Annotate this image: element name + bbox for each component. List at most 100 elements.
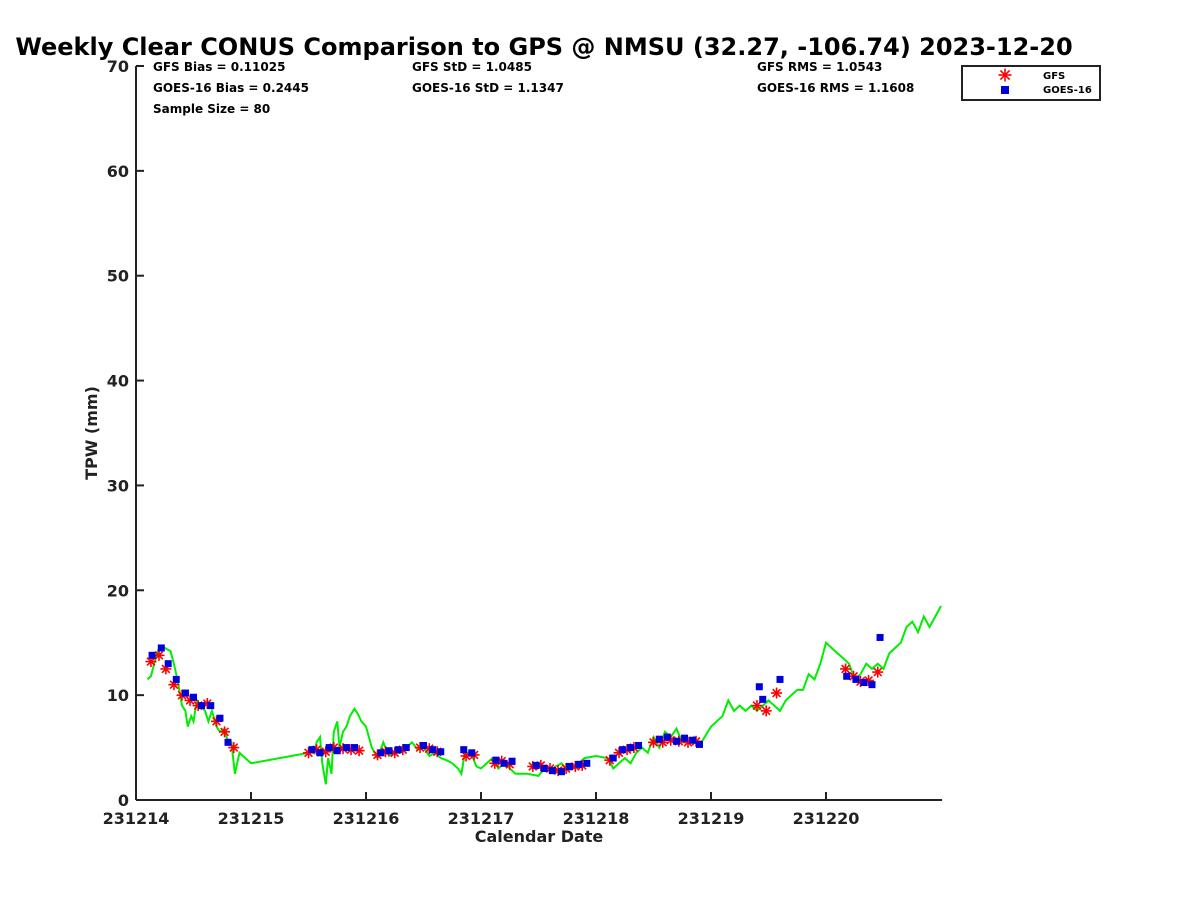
x-tick-label: 231214 <box>103 809 170 828</box>
goes16-point <box>224 738 232 746</box>
y-tick-label: 50 <box>107 267 129 286</box>
goes16-point <box>342 744 350 752</box>
goes16-point <box>618 746 626 754</box>
legend-gfs-label: GFS <box>1043 71 1065 82</box>
y-tick-label: 60 <box>107 162 129 181</box>
goes16-point <box>148 651 156 659</box>
stat-text: GOES-16 RMS = 1.1608 <box>757 81 914 95</box>
axes: 0 10 20 30 40 50 60 70 231214 231215 231216 231217… <box>103 57 942 828</box>
goes16-point <box>609 754 617 762</box>
goes16-point <box>172 675 180 683</box>
goes16-point <box>190 693 197 701</box>
goes16-point <box>868 681 876 689</box>
legend-gfs-marker <box>998 68 1012 82</box>
x-tick-label: 231215 <box>218 809 285 828</box>
goes16-point <box>164 660 172 668</box>
goes16-point <box>852 675 860 683</box>
x-tick-label: 231216 <box>333 809 400 828</box>
y-tick-label: 70 <box>107 57 129 76</box>
gfs-point <box>771 687 783 699</box>
gfs-point <box>872 666 884 678</box>
gfs-series <box>145 649 884 777</box>
goes16-point <box>655 735 663 743</box>
goes16-point <box>351 744 358 752</box>
goes16-point <box>673 737 680 745</box>
goes16-point <box>402 744 410 752</box>
goes16-point <box>420 741 427 749</box>
stat-text: Sample Size = 80 <box>153 102 270 116</box>
goes16-point <box>216 714 224 722</box>
legend-gfs-asterisk <box>998 68 1012 82</box>
goes16-point <box>157 644 165 652</box>
goes16-point <box>308 746 316 754</box>
goes16-series <box>148 633 884 776</box>
legend-goes16-label: GOES-16 <box>1043 85 1092 96</box>
goes16-point <box>492 756 500 764</box>
goes16-point <box>583 759 591 767</box>
x-tick-label: 231220 <box>793 809 860 828</box>
goes16-point <box>377 749 385 757</box>
goes16-point <box>316 749 324 757</box>
goes16-point <box>689 736 697 744</box>
goes16-point <box>860 679 868 687</box>
stat-text: GFS StD = 1.0485 <box>412 60 532 74</box>
y-axis-label: TPW (mm) <box>82 386 101 480</box>
goes16-point <box>540 765 548 773</box>
y-tick-label: 30 <box>107 476 129 495</box>
goes16-point <box>508 757 516 765</box>
gfs-point <box>751 700 763 712</box>
gfs-point <box>760 705 772 717</box>
goes16-point <box>575 760 583 768</box>
stat-text: GOES-16 Bias = 0.2445 <box>153 81 309 95</box>
goes16-point <box>532 761 540 769</box>
legend-box <box>961 65 1101 101</box>
stat-text: GFS Bias = 0.11025 <box>153 60 285 74</box>
goes16-point <box>681 734 689 742</box>
legend: GFS GOES-16 <box>961 65 1101 101</box>
x-ticks: 231214 231215 231216 231217 231218 231219 2312… <box>103 792 860 828</box>
y-tick-label: 0 <box>118 791 129 810</box>
goes16-point <box>635 741 643 749</box>
goes16-point <box>843 672 851 680</box>
gfs-point <box>219 726 231 738</box>
plot-area <box>145 605 942 785</box>
stat-text: GFS RMS = 1.0543 <box>757 60 882 74</box>
x-tick-label: 231217 <box>448 809 515 828</box>
gps-tpw-line <box>146 605 942 785</box>
goes16-point <box>566 762 574 770</box>
y-tick-label: 20 <box>107 581 129 600</box>
goes16-point <box>207 702 215 710</box>
goes16-point <box>198 702 206 710</box>
goes16-point <box>627 744 634 752</box>
goes16-point <box>755 683 763 691</box>
goes16-point <box>696 740 703 748</box>
goes16-point <box>325 744 333 752</box>
chart-title: Weekly Clear CONUS Comparison to GPS @ N… <box>15 33 1072 61</box>
goes16-point <box>663 733 671 741</box>
goes16-point <box>468 749 476 757</box>
stat-text: GOES-16 StD = 1.1347 <box>412 81 564 95</box>
goes16-point <box>558 768 565 776</box>
x-tick-label: 231219 <box>678 809 745 828</box>
stats-block: GFS Bias = 0.11025 GFS StD = 1.0485 GFS RM… <box>153 60 914 116</box>
x-axis-label: Calendar Date <box>475 827 604 846</box>
goes16-point <box>759 695 767 703</box>
y-ticks: 0 10 20 30 40 50 60 70 <box>107 57 144 810</box>
goes16-point <box>385 747 393 755</box>
goes16-point <box>548 767 556 775</box>
goes16-point <box>429 746 437 754</box>
legend-goes16-marker <box>1001 86 1009 94</box>
goes16-point <box>460 746 468 754</box>
gfs-point <box>840 663 852 675</box>
goes16-point <box>876 633 884 641</box>
y-tick-label: 10 <box>107 686 129 705</box>
y-tick-label: 40 <box>107 372 129 391</box>
goes16-point <box>500 759 508 767</box>
goes16-point <box>333 747 341 755</box>
x-tick-label: 231218 <box>563 809 630 828</box>
goes16-point <box>776 675 784 683</box>
goes16-point <box>394 746 402 754</box>
goes16-point <box>181 689 189 697</box>
goes16-point <box>437 748 445 756</box>
